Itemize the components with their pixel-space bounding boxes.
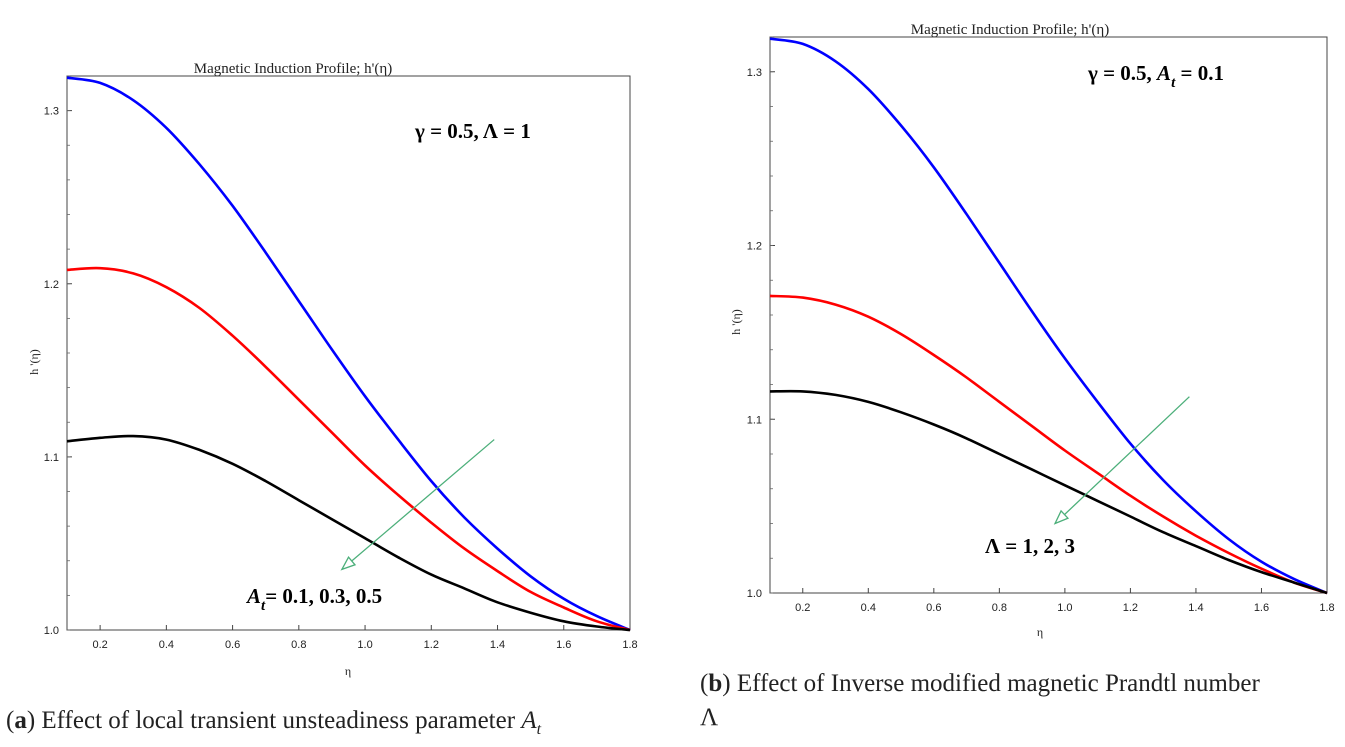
caption-a: (a) Effect of local transient unsteadine… (6, 707, 542, 738)
chart-b-params: γ = 0.5, At = 0.1 (1087, 61, 1224, 91)
caption-a-letter: a (14, 707, 27, 734)
chart-b-series-1 (769, 37, 1328, 595)
chart-a-ytick-label: 1.1 (44, 452, 59, 464)
chart-a-series-2 (66, 266, 631, 632)
caption-a-symbol: A (521, 707, 537, 734)
chart-a-series-1 (66, 76, 631, 632)
chart-b-title: Magnetic Induction Profile; h'(η) (911, 22, 1109, 38)
chart-b-xtick-label: 1.4 (1188, 602, 1203, 614)
caption-b-letter: b (708, 670, 723, 697)
chart-b-params-value: = 0.1 (1175, 61, 1224, 85)
chart-a-xtick-label: 0.6 (225, 639, 240, 651)
chart-b-params-subscript: t (1171, 75, 1176, 91)
chart-a-xtick-label: 0.8 (291, 639, 306, 651)
chart-a-xtick-label: 1.0 (357, 639, 372, 651)
chart-b-xtick-label: 0.2 (795, 602, 810, 614)
chart-b-xtick-label: 0.6 (926, 602, 941, 614)
chart-b-ytick-label: 1.0 (747, 588, 762, 600)
chart-a-xtick-label: 1.8 (622, 639, 637, 651)
chart-b: Magnetic Induction Profile; h'(η) 0.2 0.4… (729, 22, 1335, 639)
caption-b-line2: Λ (700, 704, 719, 731)
chart-a-arrow-label: At= 0.1, 0.3, 0.5 (245, 584, 382, 614)
chart-a-arrow-label-symbol: A (245, 584, 261, 608)
chart-b-xtick-label: 0.4 (861, 602, 876, 614)
chart-b-xlabel: η (1037, 625, 1043, 639)
chart-b-arrow-head (1053, 509, 1070, 525)
chart-b-ytick-label: 1.1 (747, 414, 762, 426)
chart-b-series-2 (769, 294, 1328, 595)
chart-a-arrow-label-subscript: t (261, 598, 266, 614)
chart-b-xtick-label: 1.8 (1319, 602, 1334, 614)
chart-a-ytick-label: 1.0 (44, 625, 59, 637)
chart-a-frame (66, 75, 631, 631)
chart-a-title: Magnetic Induction Profile; h'(η) (194, 61, 392, 77)
chart-a-xlabel: η (345, 664, 351, 678)
chart-b-ytick-label: 1.3 (747, 67, 762, 79)
chart-a-arrow-line (341, 439, 495, 570)
chart-b-xtick-label: 1.2 (1123, 602, 1138, 614)
caption-b-text: Effect of Inverse modified magnetic Pran… (736, 670, 1260, 697)
chart-a-xtick-label: 1.4 (490, 639, 505, 651)
caption-b: (b) Effect of Inverse modified magnetic … (700, 670, 1260, 731)
chart-a-series-3 (66, 434, 631, 632)
chart-b-arrow-label: Λ = 1, 2, 3 (985, 534, 1075, 558)
chart-a-arrow-label-values: = 0.1, 0.3, 0.5 (265, 584, 382, 608)
chart-a-params: γ = 0.5, Λ = 1 (414, 119, 531, 143)
chart-b-xtick-label: 0.8 (992, 602, 1007, 614)
chart-a-xtick-label: 1.2 (424, 639, 439, 651)
chart-b-frame (769, 36, 1328, 594)
chart-b-ytick-label: 1.2 (747, 241, 762, 253)
chart-b-arrow-line (1054, 396, 1190, 524)
chart-a-ytick-label: 1.3 (44, 106, 59, 118)
chart-a: Magnetic Induction Profile; h'(η) 0.2 0.4… (27, 61, 638, 678)
chart-b-xtick-label: 1.6 (1254, 602, 1269, 614)
caption-a-text: Effect of local transient unsteadiness p… (41, 707, 516, 734)
chart-a-ylabel: h '(η) (27, 349, 41, 374)
chart-b-params-lead: γ = 0.5, (1087, 61, 1157, 85)
chart-a-xtick-label: 1.6 (556, 639, 571, 651)
chart-b-xtick-label: 1.0 (1057, 602, 1072, 614)
chart-a-xtick-label: 0.4 (159, 639, 174, 651)
chart-a-xtick-label: 0.2 (92, 639, 107, 651)
caption-a-subscript: t (536, 721, 542, 738)
chart-b-params-symbol: A (1155, 61, 1171, 85)
chart-a-ytick-label: 1.2 (44, 279, 59, 291)
chart-b-ylabel: h '(η) (729, 309, 743, 334)
chart-a-arrow-head (340, 556, 357, 571)
chart-b-series-3 (769, 389, 1328, 595)
